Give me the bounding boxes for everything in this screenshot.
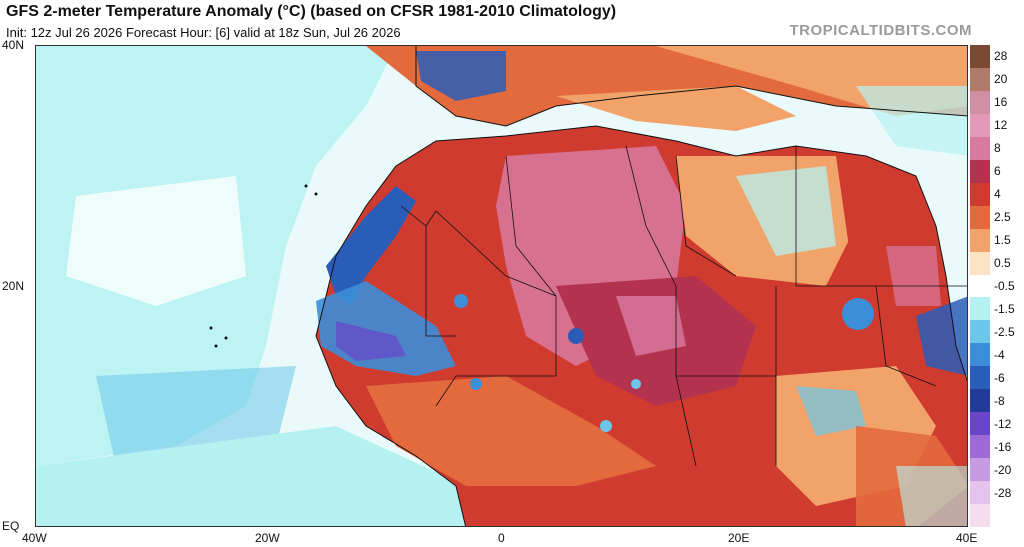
colorbar-label: -4 [994,347,1005,362]
colorbar-cell [970,504,990,528]
map-title: GFS 2-meter Temperature Anomaly (°C) (ba… [6,3,617,20]
chad-very-hot [616,296,686,356]
cold-spot [631,379,641,389]
colorbar-label: 28 [994,49,1008,64]
brand-watermark[interactable]: TROPICALTIDBITS.COM [789,22,972,39]
lat-label-20n: 20N [2,279,25,293]
colorbar-cell [970,412,990,436]
colorbar [970,45,990,528]
colorbar-cell [970,67,990,92]
colorbar-label: 16 [994,95,1008,110]
lon-label-40e: 40E [956,531,978,545]
colorbar-label: 20 [994,72,1008,87]
colorbar-cell [970,228,990,253]
colorbar-label: 1.5 [994,233,1011,248]
colorbar-label: 2.5 [994,210,1011,225]
gulf-of-guinea-cool [36,426,466,526]
lat-label-40n: 40N [2,38,25,52]
colorbar-label: -8 [994,393,1005,408]
colorbar-label: -0.5 [994,279,1015,293]
map-subtitle: Init: 12z Jul 26 2026 Forecast Hour: [6]… [6,25,401,40]
colorbar-label: 4 [994,187,1001,202]
eastern-med-cool [856,86,967,156]
colorbar-cell [970,320,990,344]
islands [209,184,318,348]
colorbar-cell [970,366,990,390]
central-africa-cool-patch [796,386,866,436]
sudan-cold-blob [842,298,874,330]
atlantic-neutral-zone [66,176,246,306]
ethiopia-cold [916,296,967,376]
colorbar-cell [970,251,990,275]
colorbar-cell [970,297,990,321]
nile-very-hot [886,246,941,306]
lon-label-20e: 20E [728,531,750,545]
colorbar-label: 6 [994,164,1001,179]
colorbar-label: 8 [994,141,1001,156]
colorbar-cell [970,389,990,413]
colorbar-label: 0.5 [994,256,1011,271]
iberia-cold-patch [416,51,506,101]
coastline [335,125,967,382]
east-africa-cool [896,466,967,526]
colorbar-cell [970,113,990,138]
colorbar-cell [970,136,990,161]
morocco-coast-cold [326,186,416,306]
colorbar-label: -6 [994,370,1005,385]
colorbar-label: -2.5 [994,324,1015,339]
cold-spot [600,420,612,432]
colorbar-cell [970,481,990,505]
coastline [415,46,967,127]
coastline [315,255,467,526]
anomaly-map [35,45,968,527]
colorbar-cell [970,90,990,115]
colorbar-label: -1.5 [994,301,1015,316]
colorbar-cell [970,182,990,207]
colorbar-label: -16 [994,439,1012,454]
cold-spot [470,378,482,390]
colorbar-cell [970,159,990,184]
lon-label-20w: 20W [255,531,280,545]
colorbar-cell [970,343,990,367]
lon-label-0: 0 [498,531,505,545]
colorbar-cell [970,274,990,298]
mediterranean-warm [556,86,796,131]
gulf-coast-warm [366,376,656,486]
colorbar-label: 12 [994,118,1008,133]
colorbar-label: -12 [994,416,1012,431]
map-canvas [36,46,967,526]
colorbar-cell [970,205,990,230]
libya-cool-patch [736,166,836,256]
cold-spot [568,328,584,344]
colorbar-cell [970,45,990,69]
colorbar-cell [970,435,990,459]
country-borders [400,145,967,467]
colorbar-cell [970,458,990,482]
cold-spot [454,294,468,308]
colorbar-label: -28 [994,485,1012,500]
senegal-very-cold [336,321,406,361]
lon-label-40w: 40W [22,531,47,545]
colorbar-label: -20 [994,462,1012,477]
lat-label-eq: EQ [2,519,20,533]
